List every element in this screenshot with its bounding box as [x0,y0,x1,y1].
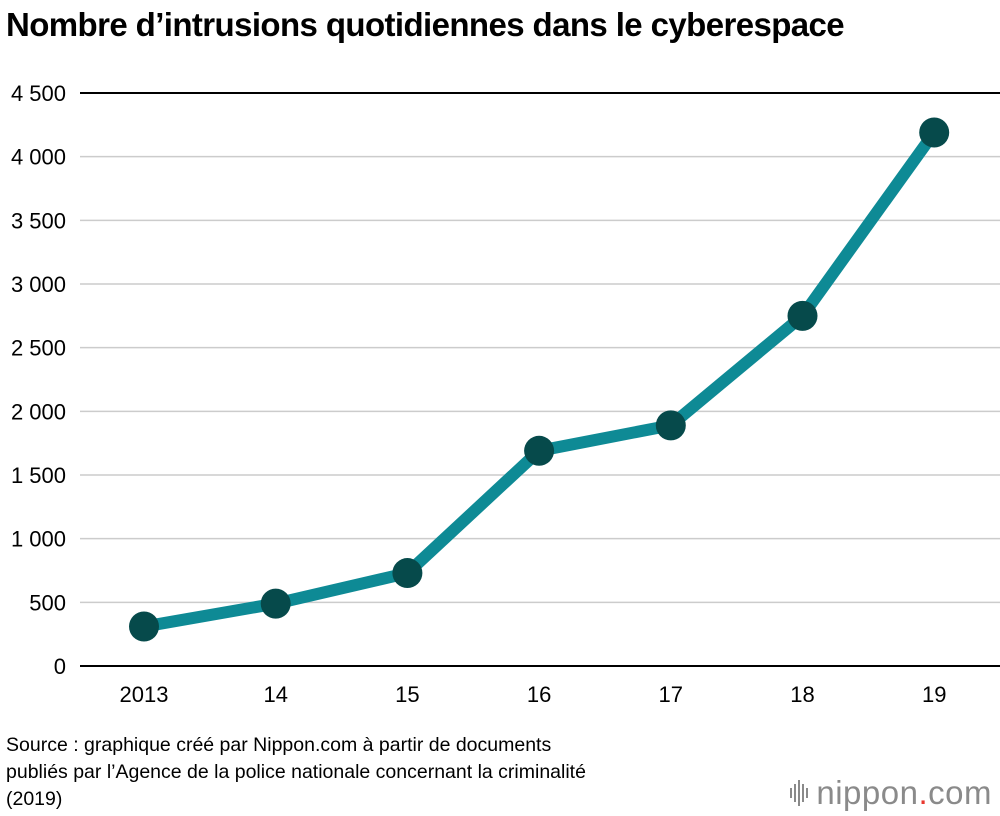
source-line-3: (2019) [6,788,63,810]
data-point-15 [392,558,423,589]
logo-dot: . [918,774,929,811]
data-point-17 [655,410,686,441]
x-tick-label: 15 [395,682,419,707]
x-tick-label: 18 [790,682,814,707]
y-tick-label: 4 000 [11,145,66,170]
y-axis-tick-labels: 0 500 1 000 1 500 2 000 2 500 3 000 3 500 4 000 4… [11,81,66,679]
y-tick-label: 2 500 [11,336,66,361]
y-tick-label: 4 500 [11,81,66,106]
nippon-logo-icon [790,780,809,806]
y-tick-label: 1 500 [11,463,66,488]
x-tick-label: 19 [922,682,946,707]
x-tick-label: 17 [659,682,683,707]
data-point-19 [919,117,950,148]
source-line-2: publiés par l’Agence de la police nation… [6,761,586,783]
line-chart: 0 500 1 000 1 500 2 000 2 500 3 000 3 500 4 000 4… [11,81,1000,707]
y-tick-label: 3 500 [11,208,66,233]
gridlines [80,92,1000,667]
x-tick-label: 2013 [120,682,169,707]
chart-title: Nombre d’intrusions quotidiennes dans le… [6,6,845,43]
y-tick-label: 1 000 [11,527,66,552]
series-intrusions [129,117,950,642]
data-point-14 [260,588,291,619]
logo-name: nippon [816,774,919,811]
nippon-logo: nippon. com [790,774,992,812]
data-point-2013 [129,611,159,642]
series-line [138,126,941,633]
source-note: Source : graphique créé par Nippon.com à… [6,732,766,813]
y-tick-label: 500 [29,590,66,615]
y-tick-label: 2 000 [11,399,66,424]
y-tick-label: 0 [54,654,66,679]
x-tick-label: 14 [263,682,287,707]
logo-suffix: com [928,774,992,811]
y-tick-label: 3 000 [11,272,66,297]
x-axis-tick-labels: 2013 14 15 16 17 18 19 [120,682,947,707]
source-line-1: Source : graphique créé par Nippon.com à… [6,734,552,756]
data-point-16 [524,435,555,466]
x-tick-label: 16 [527,682,551,707]
data-point-18 [787,300,818,331]
